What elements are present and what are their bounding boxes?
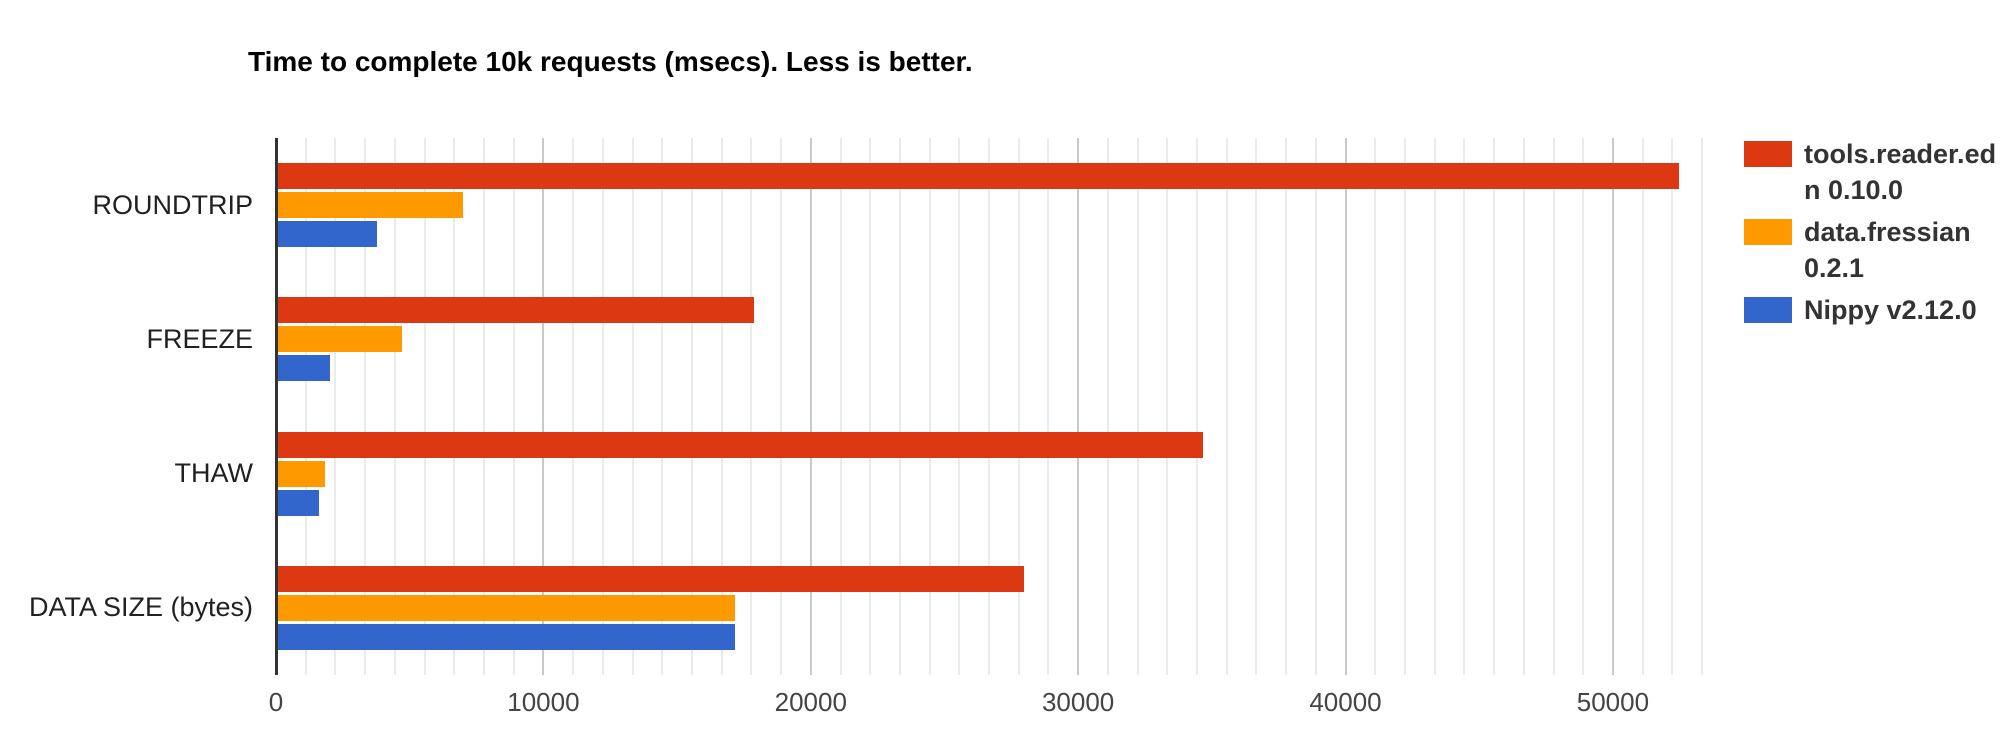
legend-swatch <box>1744 297 1792 323</box>
minor-gridline <box>334 138 337 675</box>
legend-label: Nippy v2.12.0 <box>1804 295 1977 325</box>
x-tick-label-50000: 50000 <box>1576 687 1650 717</box>
minor-gridline <box>1493 138 1495 675</box>
minor-gridline <box>453 138 456 675</box>
bar-tools.reader.edn-thaw[interactable] <box>278 431 1204 458</box>
category-label-roundtrip: ROUNDTRIP <box>92 189 254 220</box>
minor-gridline <box>958 138 961 675</box>
minor-gridline <box>750 138 753 675</box>
bar-data.fressian-roundtrip[interactable] <box>278 192 463 218</box>
category-label-data-size-bytes-: DATA SIZE (bytes) <box>28 592 253 623</box>
minor-gridline <box>1225 138 1228 675</box>
legend-swatch <box>1744 141 1792 167</box>
legend-item-tools-reader-edn[interactable]: tools.reader.edn 0.10.0 <box>1744 136 2006 208</box>
minor-gridline <box>601 138 604 675</box>
minor-gridline <box>572 138 575 675</box>
bar-nippy-data-size-bytes-[interactable] <box>278 623 736 650</box>
bar-tools.reader.edn-data-size-bytes-[interactable] <box>278 565 1024 592</box>
category-label-freeze: FREEZE <box>146 323 253 354</box>
minor-gridline <box>631 138 634 675</box>
minor-gridline <box>1374 138 1377 675</box>
x-tick-label-10000: 10000 <box>507 687 580 717</box>
plot-area <box>275 138 1703 675</box>
minor-gridline <box>1433 138 1436 675</box>
legend-label: tools.reader.edn 0.10.0 <box>1804 139 1997 205</box>
minor-gridline <box>1701 138 1703 675</box>
minor-gridline <box>988 138 990 675</box>
bar-data.fressian-freeze[interactable] <box>278 326 403 353</box>
legend-swatch <box>1744 219 1792 245</box>
minor-gridline <box>1196 138 1198 675</box>
x-tick-label-40000: 40000 <box>1309 687 1382 717</box>
bar-data.fressian-data-size-bytes-[interactable] <box>278 594 736 621</box>
axis-baseline <box>275 138 278 675</box>
minor-gridline <box>1255 138 1258 675</box>
minor-gridline <box>393 138 396 675</box>
bar-nippy-thaw[interactable] <box>278 489 319 516</box>
legend-item-data-fressian[interactable]: data.fressian 0.2.1 <box>1744 214 2006 286</box>
minor-gridline <box>780 138 782 675</box>
minor-gridline <box>661 138 664 675</box>
major-gridline <box>1344 138 1347 675</box>
minor-gridline <box>1047 138 1050 675</box>
minor-gridline <box>1314 138 1317 675</box>
legend-label: data.fressian 0.2.1 <box>1804 217 1971 283</box>
minor-gridline <box>1166 138 1169 675</box>
minor-gridline <box>1106 138 1109 675</box>
minor-gridline <box>1017 138 1020 675</box>
major-gridline <box>1611 138 1614 675</box>
category-label-thaw: THAW <box>174 458 253 489</box>
minor-gridline <box>869 138 872 675</box>
minor-gridline <box>720 138 723 675</box>
major-gridline <box>1077 138 1080 675</box>
minor-gridline <box>690 138 693 675</box>
x-tick-label-30000: 30000 <box>1041 687 1115 717</box>
x-tick-label-20000: 20000 <box>774 687 847 717</box>
minor-gridline <box>483 138 485 675</box>
bar-nippy-roundtrip[interactable] <box>278 221 377 247</box>
minor-gridline <box>1641 138 1644 675</box>
minor-gridline <box>364 138 367 675</box>
minor-gridline <box>1136 138 1139 675</box>
x-tick-label-0: 0 <box>268 687 284 717</box>
minor-gridline <box>1285 138 1288 675</box>
minor-gridline <box>928 138 931 675</box>
major-gridline <box>809 138 812 675</box>
minor-gridline <box>423 138 426 675</box>
minor-gridline <box>1522 138 1525 675</box>
major-gridline <box>542 138 545 675</box>
minor-gridline <box>1463 138 1466 675</box>
minor-gridline <box>1552 138 1555 675</box>
minor-gridline <box>839 138 842 675</box>
bar-nippy-freeze[interactable] <box>278 355 331 382</box>
minor-gridline <box>1582 138 1585 675</box>
bar-data.fressian-thaw[interactable] <box>278 460 325 487</box>
minor-gridline <box>304 138 307 675</box>
chart-title: Time to complete 10k requests (msecs). L… <box>248 46 973 77</box>
minor-gridline <box>898 138 901 675</box>
legend-item-nippy[interactable]: Nippy v2.12.0 <box>1744 292 2006 328</box>
legend: tools.reader.edn 0.10.0 data.fressian 0.2… <box>1744 136 2006 328</box>
minor-gridline <box>1403 138 1406 675</box>
bar-tools.reader.edn-roundtrip[interactable] <box>278 163 1680 189</box>
minor-gridline <box>1671 138 1674 675</box>
bar-tools.reader.edn-freeze[interactable] <box>278 297 754 324</box>
minor-gridline <box>512 138 515 675</box>
